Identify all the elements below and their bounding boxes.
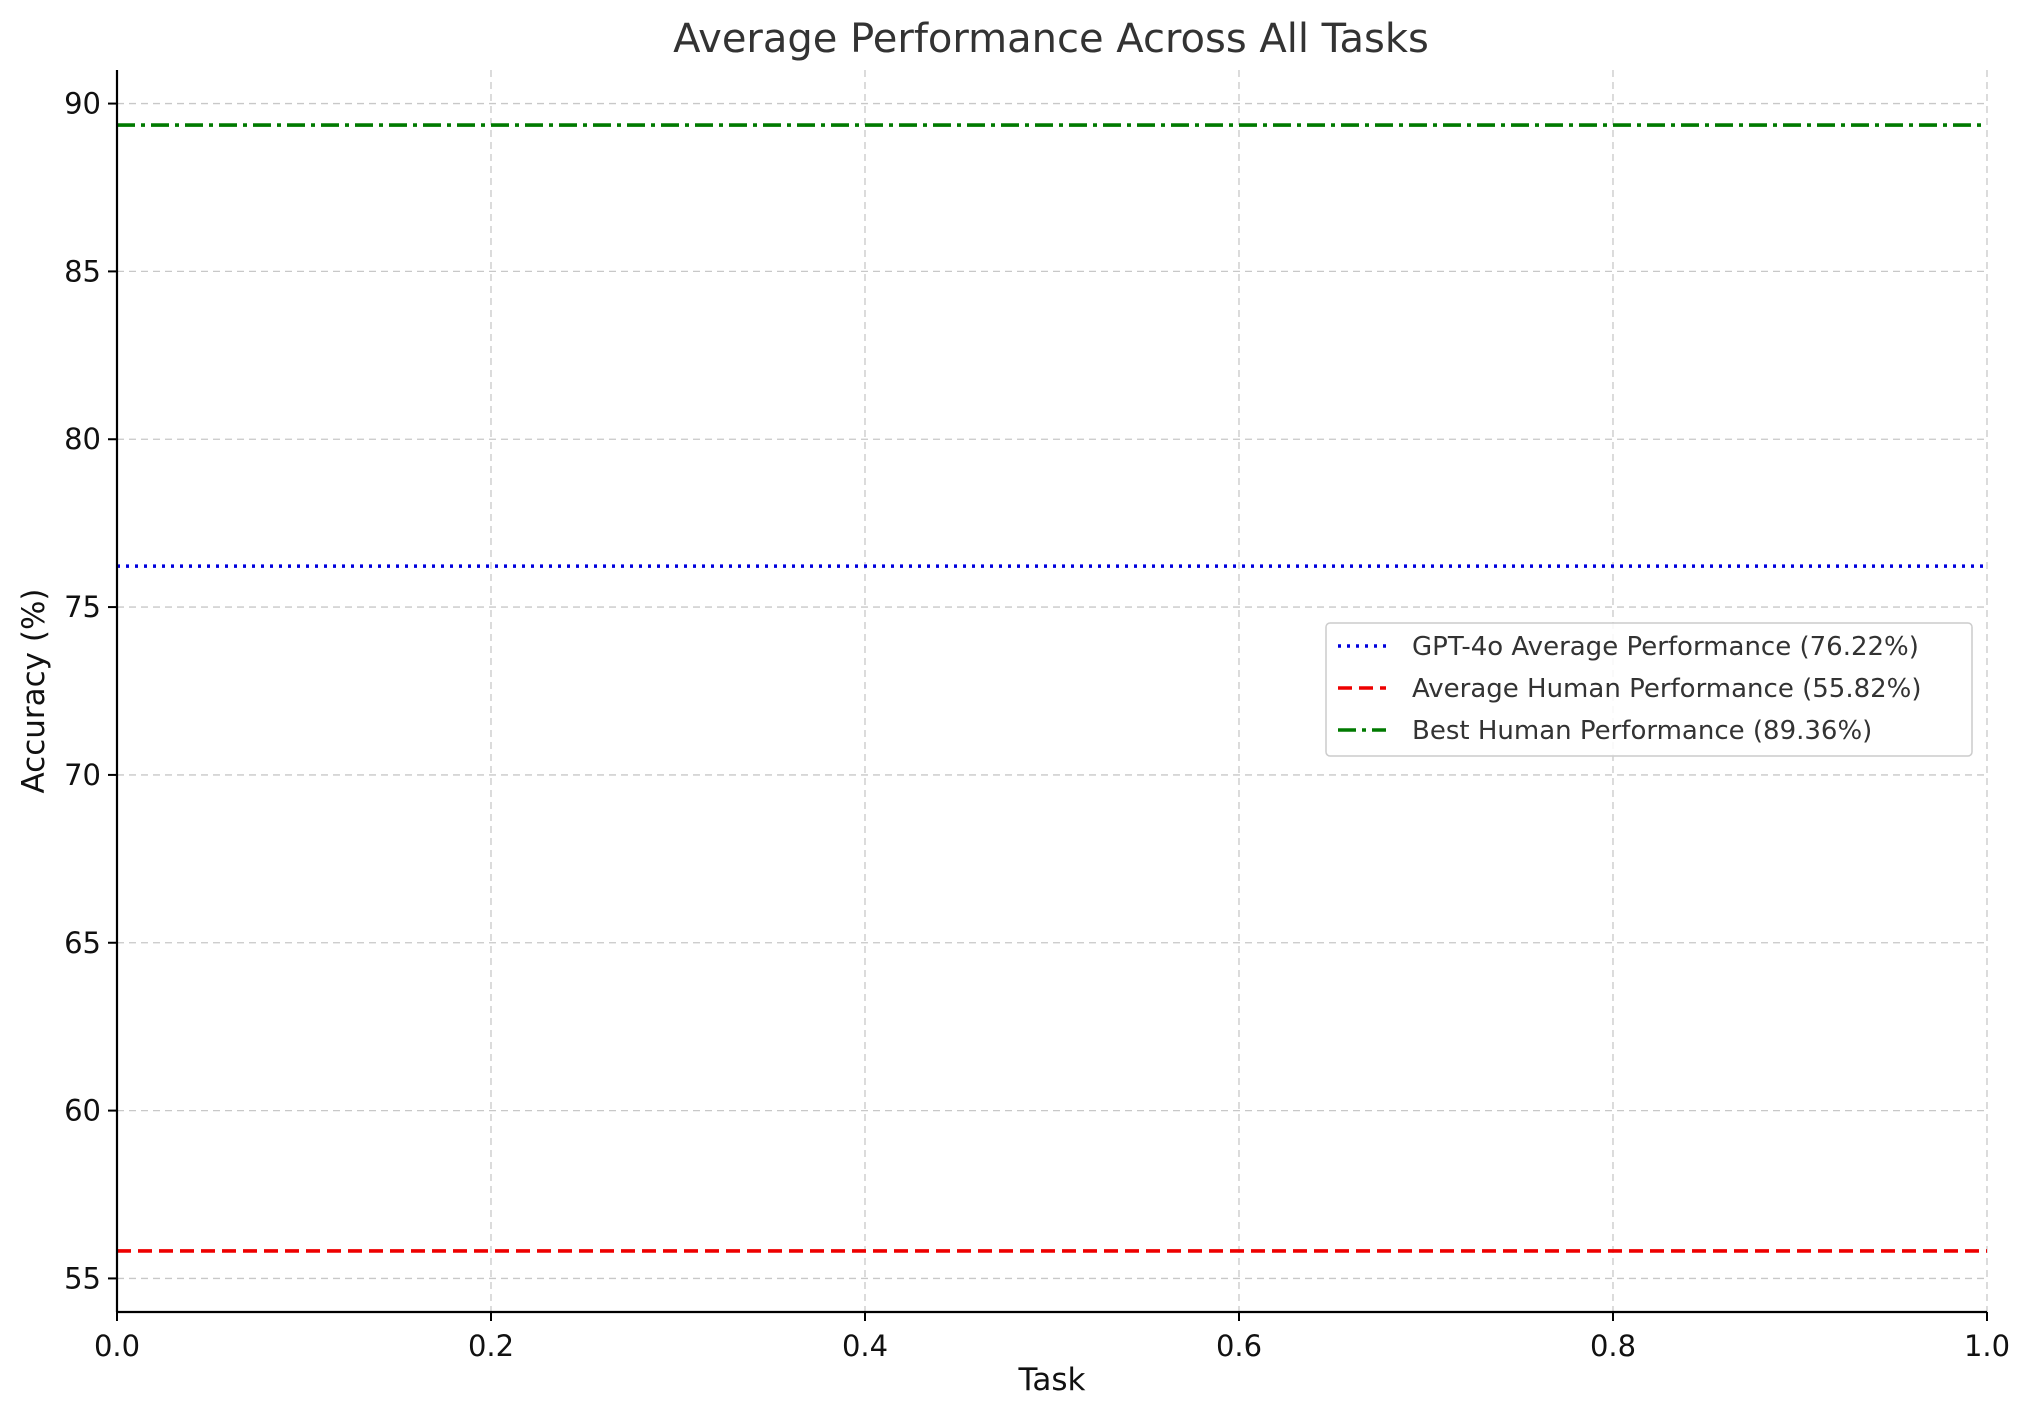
x-tick-label: 0.0 bbox=[94, 1329, 140, 1363]
legend-entry: GPT-4o Average Performance (76.22%) bbox=[1412, 632, 1919, 662]
legend: GPT-4o Average Performance (76.22%) Avera… bbox=[1325, 622, 1973, 757]
legend-entry: Best Human Performance (89.36%) bbox=[1412, 716, 1872, 746]
x-tick-label: 0.6 bbox=[1216, 1329, 1262, 1363]
y-tick-label: 75 bbox=[64, 590, 101, 624]
y-tick-label: 80 bbox=[64, 422, 101, 456]
y-ticks: 55 60 65 70 75 80 85 90 bbox=[64, 87, 117, 1295]
legend-box bbox=[1325, 622, 1973, 757]
x-ticks: 0.0 0.2 0.4 0.6 0.8 1.0 bbox=[94, 1312, 2010, 1363]
x-tick-label: 1.0 bbox=[1964, 1329, 2010, 1363]
chart-title: Average Performance Across All Tasks bbox=[673, 16, 1429, 62]
series-lines bbox=[117, 123, 1987, 1253]
x-tick-label: 0.8 bbox=[1590, 1329, 1636, 1363]
legend-entry: Average Human Performance (55.82%) bbox=[1412, 674, 1922, 704]
x-axis-label: Task bbox=[1018, 1362, 1086, 1398]
y-tick-label: 65 bbox=[64, 926, 101, 960]
y-tick-label: 70 bbox=[64, 758, 101, 792]
y-tick-label: 55 bbox=[64, 1261, 101, 1295]
y-tick-label: 85 bbox=[64, 254, 101, 288]
y-tick-label: 90 bbox=[64, 87, 101, 121]
x-tick-label: 0.4 bbox=[842, 1329, 888, 1363]
y-tick-label: 60 bbox=[64, 1094, 101, 1128]
x-tick-label: 0.2 bbox=[468, 1329, 514, 1363]
axes-spines bbox=[115, 70, 1987, 1314]
y-axis-label: Accuracy (%) bbox=[16, 588, 52, 793]
